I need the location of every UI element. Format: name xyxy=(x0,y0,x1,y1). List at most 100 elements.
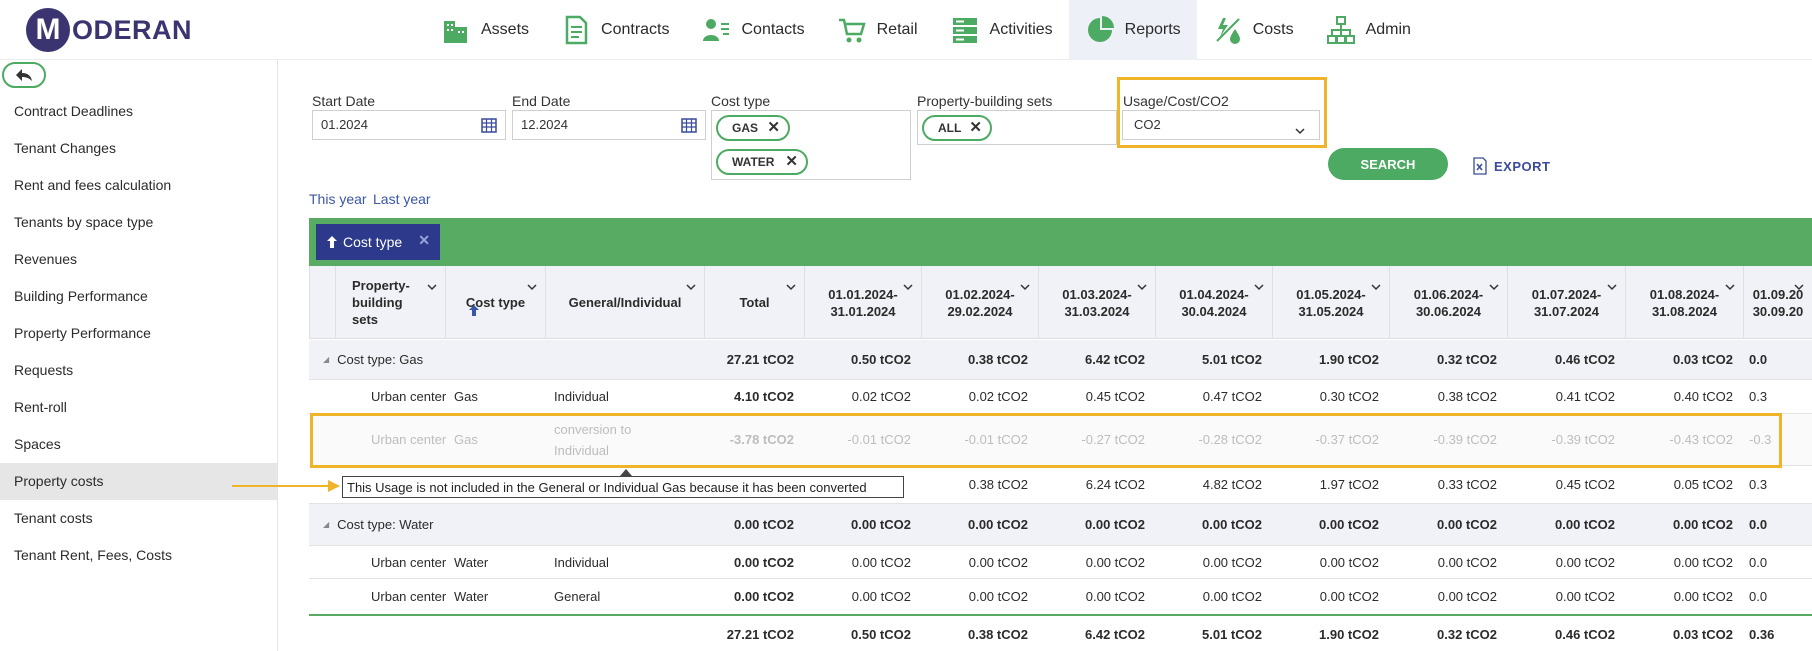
nav-admin[interactable]: Admin xyxy=(1310,0,1427,60)
sidebar-item-tenant-costs[interactable]: Tenant costs xyxy=(14,510,93,526)
month-value: 0.30 tCO2 xyxy=(1319,389,1379,404)
month-value: 0.00 tCO2 xyxy=(1555,517,1615,532)
header-month-3[interactable]: 01.03.2024- 31.03.2024 xyxy=(1038,266,1155,339)
cost-type-cell: Gas xyxy=(454,432,478,447)
month-value: 0.50 tCO2 xyxy=(851,627,911,642)
chevron-down-icon[interactable] xyxy=(1137,280,1147,297)
cost-type-label: Cost type xyxy=(711,93,771,109)
sidebar-item-tenant-changes[interactable]: Tenant Changes xyxy=(14,140,116,156)
document-icon xyxy=(561,15,591,45)
header-property-sets[interactable]: Property- building sets xyxy=(335,266,445,339)
property-sets-label: Property-building sets xyxy=(917,93,1053,109)
group-header-gas[interactable]: ◢ Cost type: Gas xyxy=(323,340,693,379)
header-month-9[interactable]: 01.09.20 30.09.20 xyxy=(1743,266,1812,339)
end-date-value: 12.2024 xyxy=(521,117,568,132)
header-label: 01.09.20 30.09.20 xyxy=(1752,286,1804,319)
month-value: 0.00 tCO2 xyxy=(851,517,911,532)
month-value: 0.03 tCO2 xyxy=(1673,627,1733,642)
chevron-down-icon[interactable] xyxy=(1020,280,1030,297)
header-month-8[interactable]: 01.08.2024- 31.08.2024 xyxy=(1625,266,1743,339)
nav-label: Assets xyxy=(481,21,530,38)
header-month-6[interactable]: 01.06.2024- 30.06.2024 xyxy=(1389,266,1507,339)
usage-label: Usage/Cost/CO2 xyxy=(1123,93,1229,109)
chevron-down-icon[interactable] xyxy=(527,280,537,297)
chevron-down-icon[interactable] xyxy=(1607,280,1617,297)
chevron-down-icon[interactable] xyxy=(686,280,696,297)
collapse-triangle-icon[interactable]: ◢ xyxy=(323,520,330,529)
conversion-tooltip: This Usage is not included in the Genera… xyxy=(342,476,904,498)
chevron-down-icon[interactable] xyxy=(1489,280,1499,297)
nav-contracts[interactable]: Contracts xyxy=(545,0,685,60)
sidebar-item-tenants-by-space-type[interactable]: Tenants by space type xyxy=(14,214,154,230)
sidebar-item-revenues[interactable]: Revenues xyxy=(14,251,78,267)
chevron-down-icon[interactable] xyxy=(1725,280,1735,297)
header-month-4[interactable]: 01.04.2024- 30.04.2024 xyxy=(1155,266,1272,339)
sidebar-item-tenant-rent-fees-costs[interactable]: Tenant Rent, Fees, Costs xyxy=(14,547,172,563)
nav-retail[interactable]: Retail xyxy=(821,0,934,60)
property-cell: Urban center xyxy=(371,588,447,604)
remove-chip-icon[interactable]: ✕ xyxy=(969,119,982,136)
calendar-icon[interactable] xyxy=(681,117,697,133)
sidebar-item-property-costs[interactable]: Property costs xyxy=(0,463,277,500)
back-button[interactable] xyxy=(2,62,46,88)
month-value: 0.00 tCO2 xyxy=(1319,554,1379,570)
export-button[interactable]: EXPORT xyxy=(1472,157,1550,175)
header-label: General/Individual xyxy=(568,295,682,310)
month-value: 6.42 tCO2 xyxy=(1085,352,1145,367)
header-month-5[interactable]: 01.05.2024- 31.05.2024 xyxy=(1272,266,1389,339)
this-year-link[interactable]: This year xyxy=(309,191,367,207)
header-expand[interactable] xyxy=(309,266,335,339)
grouping-bar: Cost type ✕ xyxy=(309,218,1812,266)
header-month-1[interactable]: 01.01.2024- 31.01.2024 xyxy=(804,266,921,339)
sidebar-item-spaces[interactable]: Spaces xyxy=(14,436,61,452)
nav-label: Reports xyxy=(1124,21,1181,38)
group-chip-cost-type[interactable]: Cost type ✕ xyxy=(316,224,440,260)
chevron-down-icon[interactable] xyxy=(903,280,913,297)
excel-icon xyxy=(1473,157,1487,175)
month-value: -0.28 tCO2 xyxy=(1198,432,1262,447)
usage-value: CO2 xyxy=(1134,117,1161,132)
cost-type-multiselect[interactable]: GAS ✕ WATER ✕ xyxy=(711,110,911,180)
sidebar-item-requests[interactable]: Requests xyxy=(14,362,74,378)
main-nav: Assets Contracts Contacts Retail Activities R… xyxy=(425,0,1427,60)
header-month-7[interactable]: 01.07.2024- 31.07.2024 xyxy=(1507,266,1625,339)
nav-contacts[interactable]: Contacts xyxy=(685,0,820,60)
header-total[interactable]: Total xyxy=(704,266,804,339)
sidebar-item-rent-roll[interactable]: Rent-roll xyxy=(14,399,67,415)
remove-group-icon[interactable]: ✕ xyxy=(418,232,430,248)
chevron-down-icon[interactable] xyxy=(1254,280,1264,297)
last-year-link[interactable]: Last year xyxy=(373,191,431,207)
nav-label: Costs xyxy=(1252,21,1294,38)
remove-chip-icon[interactable]: ✕ xyxy=(767,119,780,136)
header-month-2[interactable]: 01.02.2024- 29.02.2024 xyxy=(921,266,1038,339)
chevron-down-icon[interactable] xyxy=(786,280,796,297)
sidebar-item-building-performance[interactable]: Building Performance xyxy=(14,288,148,304)
property-sets-multiselect[interactable]: ALL ✕ xyxy=(917,110,1117,145)
header-general-individual[interactable]: General/Individual xyxy=(545,266,704,339)
group-header-water[interactable]: ◢ Cost type: Water xyxy=(323,504,693,545)
sidebar-item-property-performance[interactable]: Property Performance xyxy=(14,325,151,341)
chevron-down-icon[interactable] xyxy=(1794,280,1804,297)
month-value: 0.00 tCO2 xyxy=(1437,517,1497,532)
chevron-down-icon[interactable] xyxy=(1371,280,1381,297)
chevron-down-icon[interactable] xyxy=(427,280,437,297)
month-value: -0.37 tCO2 xyxy=(1315,432,1379,447)
search-button[interactable]: SEARCH xyxy=(1328,148,1448,180)
month-value: -0.39 tCO2 xyxy=(1433,432,1497,447)
month-value: 0.38 tCO2 xyxy=(1437,389,1497,404)
header-cost-type[interactable]: Cost type xyxy=(445,266,545,339)
nav-assets[interactable]: Assets xyxy=(425,0,545,60)
calendar-icon[interactable] xyxy=(481,117,497,133)
nav-reports[interactable]: Reports xyxy=(1068,0,1197,60)
start-date-input[interactable]: 01.2024 xyxy=(312,110,506,140)
sidebar-item-rent-and-fees-calculation[interactable]: Rent and fees calculation xyxy=(14,177,172,193)
group-total: 27.21 tCO2 xyxy=(726,352,794,367)
remove-chip-icon[interactable]: ✕ xyxy=(785,153,798,170)
app-logo[interactable]: M ODERAN xyxy=(26,8,192,52)
usage-select[interactable]: CO2 xyxy=(1122,110,1320,140)
nav-costs[interactable]: Costs xyxy=(1197,0,1310,60)
collapse-triangle-icon[interactable]: ◢ xyxy=(323,355,330,364)
sidebar-item-contract-deadlines[interactable]: Contract Deadlines xyxy=(14,103,134,119)
nav-activities[interactable]: Activities xyxy=(934,0,1069,60)
end-date-input[interactable]: 12.2024 xyxy=(512,110,706,140)
